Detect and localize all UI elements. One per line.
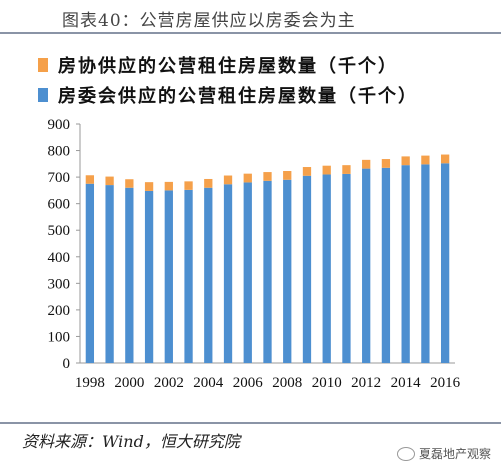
bar-housing-authority-2010: [322, 174, 331, 363]
y-tick-label: 100: [48, 329, 71, 345]
legend-swatch-0: [38, 58, 48, 72]
bar-housing-society-2001: [144, 182, 154, 191]
bar-housing-society-2015: [421, 155, 430, 165]
y-tick-label: 800: [48, 144, 71, 160]
x-tick-label: 2006: [233, 375, 264, 391]
bar-housing-authority-2001: [144, 190, 154, 363]
source-note: 资料来源：Wind，恒大研究院: [22, 432, 240, 451]
legend-item-1: 房委会供应的公营租住房屋数量（千个）: [38, 80, 418, 110]
bar-housing-authority-1998: [85, 183, 95, 363]
y-tick-label: 200: [48, 303, 71, 319]
y-tick-label: 600: [48, 197, 71, 213]
x-tick-label: 1998: [75, 375, 105, 391]
y-tick-label: 900: [48, 117, 71, 133]
title-bar: 图表40：公营房屋供应以房委会为主: [0, 0, 501, 34]
bar-housing-authority-2009: [302, 175, 312, 363]
bar-chart: 0 100 200 300 400 500 600 700 800 900 1998 2000 2002…: [48, 117, 461, 391]
y-tick-label: 400: [48, 250, 71, 266]
bar-housing-society-2013: [381, 159, 391, 168]
bar-housing-authority-2000: [125, 187, 134, 363]
bar-housing-authority-1999: [105, 185, 114, 363]
legend-label-1: 房委会供应的公营租住房屋数量（千个）: [58, 86, 418, 107]
watermark: 夏磊地产观察: [396, 445, 491, 462]
bar-housing-authority-2002: [164, 190, 173, 363]
x-tick-label: 2002: [154, 375, 184, 391]
bar-housing-society-2009: [302, 167, 312, 176]
bar-housing-authority-2012: [362, 168, 371, 363]
bar-housing-society-2005: [223, 175, 233, 185]
y-tick-label: 300: [48, 276, 71, 292]
y-tick-label: 700: [48, 170, 71, 186]
bar-housing-authority-2008: [283, 179, 292, 363]
bar-housing-society-2010: [322, 165, 331, 175]
legend-item-0: 房协供应的公营租住房屋数量（千个）: [38, 50, 418, 80]
y-tick-label: 500: [48, 223, 71, 239]
chart-title: 图表40：公营房屋供应以房委会为主: [62, 11, 356, 31]
bar-housing-authority-2016: [440, 163, 450, 363]
bar-housing-authority-2013: [381, 167, 391, 363]
y-tick-label: 0: [63, 356, 71, 372]
x-tick-label: 2000: [114, 375, 144, 391]
bar-housing-society-2007: [263, 172, 272, 181]
x-tick-label: 2004: [193, 375, 224, 391]
legend-label-0: 房协供应的公营租住房屋数量（千个）: [58, 56, 398, 77]
x-tick-label: 2008: [272, 375, 302, 391]
bar-housing-authority-2005: [223, 184, 233, 363]
bar-housing-society-2014: [401, 156, 410, 166]
bar-housing-society-2002: [164, 181, 173, 191]
source-divider: [0, 422, 501, 424]
wechat-icon: [396, 446, 415, 461]
bar-housing-society-2000: [125, 179, 134, 188]
bar-housing-authority-2007: [263, 180, 272, 363]
legend: 房协供应的公营租住房屋数量（千个） 房委会供应的公营租住房屋数量（千个）: [38, 50, 418, 110]
watermark-text: 夏磊地产观察: [418, 447, 491, 461]
bar-housing-authority-2004: [204, 187, 213, 363]
x-tick-label: 2016: [430, 375, 461, 391]
bar-housing-authority-2015: [421, 164, 430, 363]
bar-housing-authority-2011: [342, 173, 351, 363]
x-tick-label: 2012: [351, 375, 381, 391]
bar-housing-society-1999: [105, 176, 114, 186]
bar-housing-society-2004: [204, 178, 213, 188]
x-tick-label: 2014: [391, 375, 422, 391]
bar-housing-authority-2003: [184, 189, 193, 363]
bar-housing-society-2012: [362, 159, 371, 169]
x-tick-label: 2010: [312, 375, 342, 391]
bar-housing-society-2003: [184, 181, 193, 190]
bar-housing-society-2008: [283, 171, 292, 180]
legend-swatch-1: [38, 88, 48, 102]
bar-housing-society-1998: [85, 175, 95, 184]
bar-housing-society-2016: [440, 154, 450, 164]
bar-housing-society-2006: [243, 173, 252, 183]
bar-housing-society-2011: [342, 165, 351, 174]
bar-housing-authority-2014: [401, 165, 410, 363]
bar-housing-authority-2006: [243, 182, 252, 363]
